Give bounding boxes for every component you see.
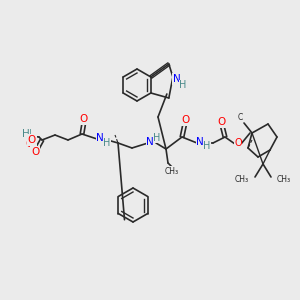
Text: CH₃: CH₃ <box>235 176 249 184</box>
Text: O: O <box>182 115 190 125</box>
Text: O: O <box>80 114 88 124</box>
Text: N: N <box>146 137 154 147</box>
Text: CH₃: CH₃ <box>277 176 291 184</box>
Text: C: C <box>237 113 243 122</box>
Text: N: N <box>96 133 104 143</box>
Text: O: O <box>26 139 34 149</box>
Text: H: H <box>103 138 111 148</box>
Text: CH₃: CH₃ <box>165 167 179 176</box>
Text: H: H <box>179 80 187 90</box>
Text: O: O <box>217 117 225 127</box>
Text: N: N <box>173 74 181 84</box>
Text: O: O <box>31 147 39 157</box>
Text: O: O <box>28 135 36 145</box>
Text: H: H <box>24 129 32 139</box>
Text: H: H <box>22 129 30 139</box>
Text: H: H <box>203 141 211 151</box>
Text: O: O <box>234 138 242 148</box>
Text: H: H <box>153 133 161 143</box>
Text: N: N <box>196 137 204 147</box>
